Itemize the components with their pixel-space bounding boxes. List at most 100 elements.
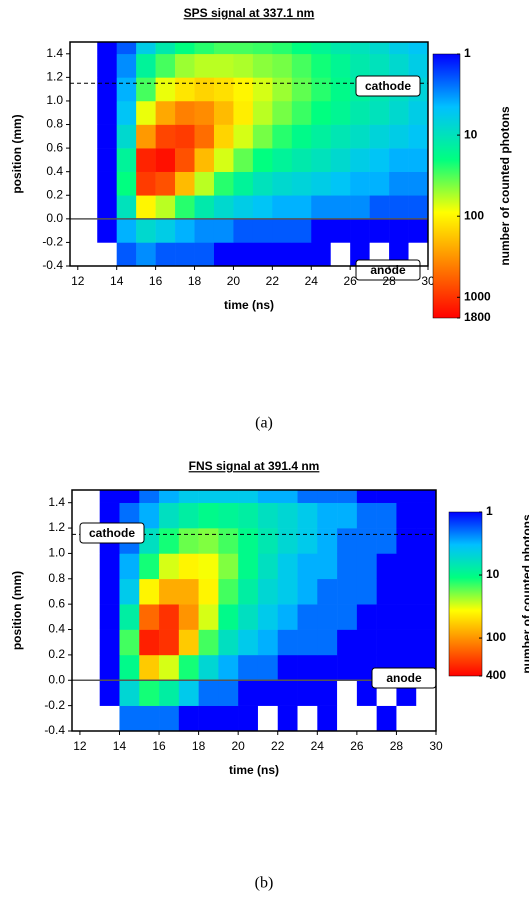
heatmap-cell [416,604,437,630]
heatmap-cell [257,528,279,554]
x-tick-label: 22 [266,274,280,288]
heatmap-cell [79,705,100,732]
y-tick-label: 1.2 [46,70,63,84]
x-tick-label: 18 [192,739,206,753]
x-tick-label: 22 [271,739,285,753]
heatmap-cell [213,77,234,102]
heatmap-cell [218,654,239,681]
heatmap-cell [119,629,140,656]
heatmap-cell [389,218,409,243]
heatmap-cell [257,490,279,503]
heatmap-cell [159,604,180,630]
colorbar [448,511,483,677]
heatmap-cell [155,77,176,102]
heatmap-cell [291,148,312,172]
y-tick-label: 0.6 [48,596,65,610]
heatmap-cell [97,77,117,102]
heatmap-cell [369,171,390,196]
heatmap-cell [159,528,180,554]
heatmap-cell [218,705,239,732]
heatmap-cell [97,42,117,55]
heatmap-cell [369,100,390,125]
plot-frame [71,489,437,732]
heatmap-cell [277,705,298,732]
heatmap-cell [178,502,199,529]
x-tick-label: 14 [113,739,127,753]
x-tick-label: 26 [350,739,364,753]
heatmap-cell [330,100,351,125]
heatmap-cell [337,578,358,605]
heatmap-cell [139,654,160,681]
heatmap-cell [99,553,120,580]
colorbar [432,53,461,319]
heatmap-cell [238,578,259,605]
heatmap-cell [389,148,409,172]
heatmap-cell [272,195,293,220]
colorbar-tick-label: 10 [486,567,500,581]
electrode-label: anode [386,671,422,685]
heatmap-cell [376,578,397,605]
x-tick-label: 12 [71,274,85,288]
y-tick-label: -0.2 [44,698,65,712]
heatmap-cell [233,77,254,102]
heatmap-cell [369,124,390,149]
heatmap-cell [330,242,351,267]
heatmap-cell [356,528,377,554]
y-tick-label: 0.4 [48,622,65,636]
heatmap-cell [194,171,215,196]
heatmap-cell [233,100,254,125]
heatmap-cell [99,680,120,706]
heatmap-cell [272,100,293,125]
heatmap-cell [389,124,409,149]
heatmap-cell [257,578,279,605]
heatmap-cell [116,42,137,55]
heatmap-cell [311,218,332,243]
heatmap-cell [155,100,176,125]
heatmap-cell [257,705,279,732]
heatmap-cell [218,629,239,656]
label-box [355,259,421,281]
heatmap-cell [337,705,358,732]
heatmap-cell [297,705,318,732]
heatmap-cell [79,490,100,503]
x-tick-label: 26 [343,274,357,288]
heatmap-cell [139,578,160,605]
heatmap-cell [238,629,259,656]
heatmap-cell [356,502,377,529]
heatmap-cell [389,100,409,125]
heatmap-cell [272,171,293,196]
heatmap-cell [297,490,318,503]
heatmap-cell [337,490,358,503]
heatmap-cell [233,171,254,196]
heatmap-cell [277,502,298,529]
heatmap-cell [376,629,397,656]
heatmap-cell [99,629,120,656]
heatmap-cell [175,218,195,243]
heatmap-cell [317,604,338,630]
heatmap-cell [79,654,100,681]
heatmap-cell [119,654,140,681]
heatmap-cell [194,195,215,220]
y-tick-label: 0.0 [48,672,65,686]
heatmap-cell [159,654,180,681]
heatmap-cell [159,680,180,706]
heatmap-cell [139,680,160,706]
heatmap-cell [252,100,273,125]
heatmap-cell [252,171,273,196]
heatmap-cell [408,53,429,78]
heatmap-cell [376,502,397,529]
heatmap-cell [408,148,429,172]
colorbar-title: number of counted photons [520,514,529,674]
heatmap-cell [175,148,195,172]
heatmap-cell [178,629,199,656]
heatmap-cell [389,171,409,196]
y-tick-label: -0.4 [42,258,63,272]
heatmap-cell [194,148,215,172]
heatmap-cell [99,604,120,630]
heatmap-cell [155,171,176,196]
heatmap-cell [297,528,318,554]
heatmap-cell [218,680,239,706]
heatmap-cell [97,218,117,243]
heatmap-cell [77,171,98,196]
heatmap-cell [272,218,293,243]
